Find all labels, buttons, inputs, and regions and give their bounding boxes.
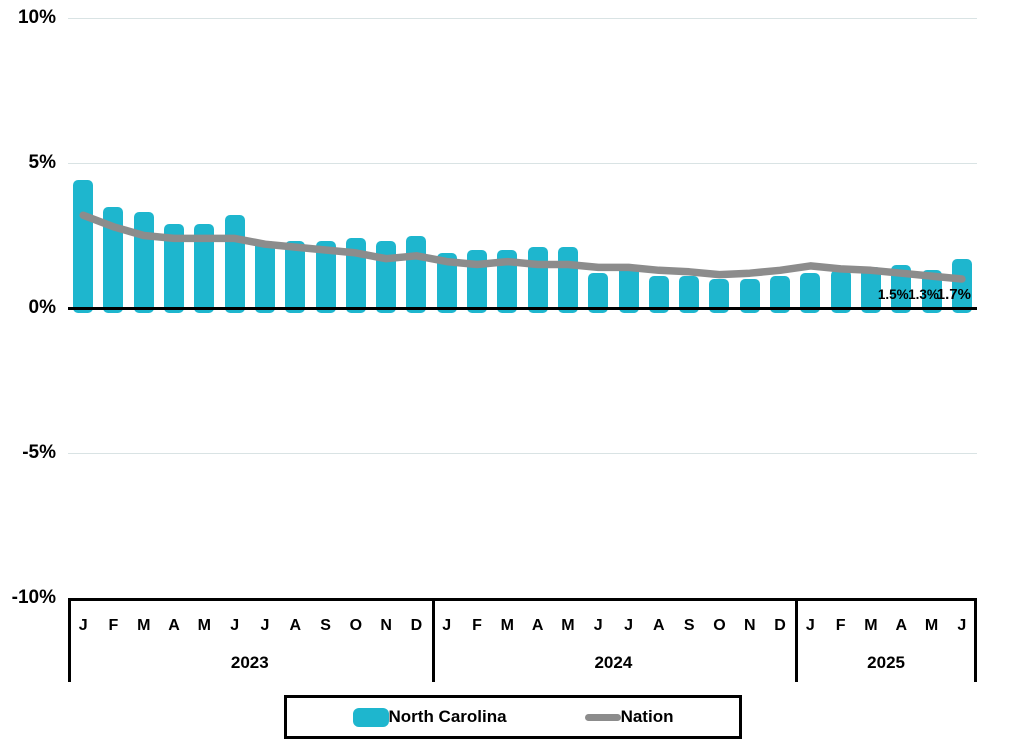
month-label: J [805,617,815,634]
zero-axis-line [68,306,977,310]
month-label: D [774,617,786,634]
month-label: M [137,617,151,634]
bar-2025-1 [800,273,821,313]
bar-2024-7 [618,264,639,313]
data-label: 1.5% [877,287,909,302]
north-carolina-swatch [352,707,389,727]
month-label: J [624,617,633,634]
month-label: M [197,617,211,634]
bar-2024-8 [648,276,669,313]
month-label: D [410,617,423,634]
month-label: A [289,617,302,634]
month-label: A [895,617,908,634]
month-label: J [230,617,240,634]
legend-label-nation: Nation [620,707,674,726]
month-label: N [743,617,756,634]
bar-2023-9 [315,241,336,313]
axis-year-separator [974,598,977,682]
bar-2023-5 [194,223,215,313]
month-label: S [683,617,695,634]
month-label: M [864,617,878,634]
gridline [68,453,977,454]
axis-year-separator [68,598,71,682]
data-label: 1.7% [936,286,971,303]
y-axis-label: 10% [17,7,56,28]
year-label-2024: 2024 [594,653,633,672]
bar-2025-5 [921,270,942,313]
bar-2025-2 [830,270,851,313]
month-label: S [320,617,331,634]
month-label: J [260,617,270,634]
month-label: F [835,617,846,634]
month-label: A [168,617,180,634]
legend: North Carolina Nation [284,695,742,739]
bar-2024-10 [709,279,730,313]
y-axis-label: 0% [28,297,56,318]
bar-2024-1 [436,252,457,313]
axis-year-separator [795,598,799,682]
y-axis-label: 5% [28,152,56,173]
bar-2024-9 [679,276,700,313]
nation-swatch [584,713,621,721]
bar-2024-11 [739,279,760,313]
bar-2024-12 [770,276,791,313]
month-label: M [561,617,575,634]
gridline [68,163,977,164]
year-label-2023: 2023 [230,653,269,672]
month-label: F [108,617,119,634]
month-label: J [78,617,88,634]
legend-label-north-carolina: North Carolina [388,707,507,726]
legend-item-nation: Nation [584,707,674,727]
bar-2025-3 [860,267,881,313]
bar-2023-2 [103,206,124,313]
bar-2023-7 [254,241,275,313]
month-label: F [472,617,482,634]
axis-year-separator [431,598,435,682]
legend-item-north-carolina: North Carolina [352,707,507,727]
month-label: J [593,617,603,634]
month-label: O [713,617,726,634]
bar-2023-8 [285,241,306,313]
year-label-2025: 2025 [867,653,905,672]
y-axis-label: -5% [22,442,56,463]
month-label: M [924,617,939,634]
month-label: A [653,617,665,634]
month-label: J [442,617,452,634]
data-label: 1.3% [908,287,939,302]
bar-2023-4 [164,223,185,313]
month-label: N [380,617,392,634]
month-label: A [531,617,544,634]
month-label: M [500,617,514,634]
y-axis-label: -10% [11,587,56,608]
gridline [68,18,977,19]
axis-top-border [68,598,977,601]
bar-2024-6 [588,273,609,313]
bar-2025-6 [951,258,972,313]
month-label: J [957,617,967,634]
month-label: O [349,617,363,634]
